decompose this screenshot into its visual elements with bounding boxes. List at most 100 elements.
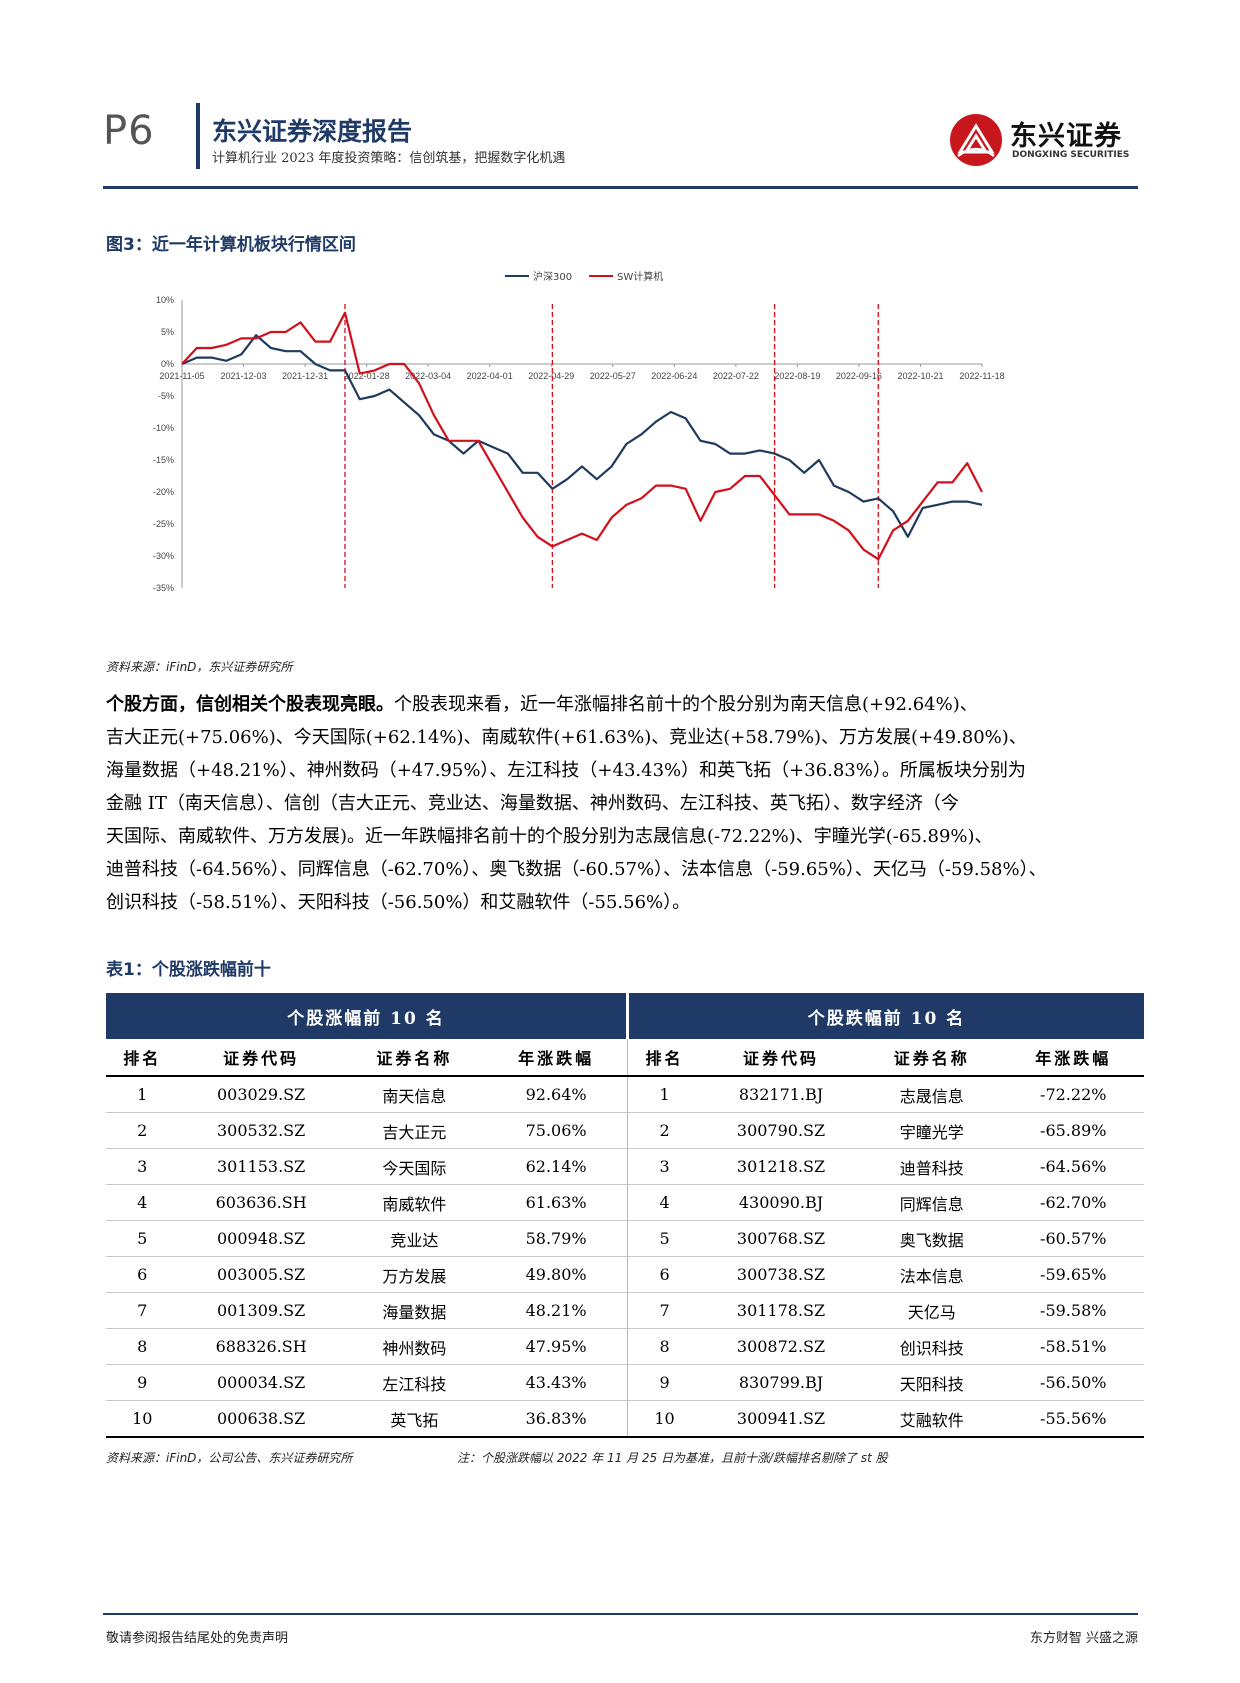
table-cell: 75.06% <box>485 1112 628 1149</box>
table-cell: 300872.SZ <box>701 1328 862 1365</box>
table-cell: 创识科技 <box>861 1328 1003 1365</box>
table-cell: 南天信息 <box>343 1076 486 1113</box>
table-cell: 志晟信息 <box>861 1076 1003 1113</box>
table-cell: 832171.BJ <box>701 1076 862 1113</box>
table-cell: -56.50% <box>1002 1364 1144 1401</box>
table-cell: 300941.SZ <box>701 1400 862 1438</box>
table-cell: 10 <box>627 1400 702 1438</box>
paragraph-lead: 个股方面，信创相关个股表现亮眼。 <box>106 694 394 715</box>
table-cell: 2 <box>106 1112 179 1149</box>
table-cell: 宇瞳光学 <box>861 1112 1003 1149</box>
table-row: 7 001309.SZ 海量数据 48.21% 7 301178.SZ 天亿马 -59.58% <box>106 1292 1144 1329</box>
y-tick-label: 5% <box>161 327 174 337</box>
figure-source: 资料来源：iFinD，东兴证券研究所 <box>106 660 293 674</box>
table-row: 6 003005.SZ 万方发展 49.80% 6 300738.SZ 法本信息 -59.65… <box>106 1256 1144 1293</box>
report-title: 东兴证券深度报告 <box>212 117 413 146</box>
table-cell: 7 <box>627 1292 702 1329</box>
table-cell: 3 <box>106 1148 179 1185</box>
logo-wordmark: 东兴证券 <box>1010 121 1122 152</box>
table-cell: -72.22% <box>1002 1076 1144 1113</box>
table-caption: 表1：个股涨跌幅前十 <box>106 960 271 980</box>
logo-english: DONGXING SECURITIES <box>1012 150 1130 160</box>
x-tick-label: 2022-01-28 <box>344 371 390 381</box>
table-cell: -64.56% <box>1002 1148 1144 1185</box>
stock-table: 个股涨幅前 10 名 个股跌幅前 10 名 排名 证券代码 证券名称 年涨跌幅 … <box>106 993 1144 1438</box>
paragraph-line: 个股表现来看，近一年涨幅排名前十的个股分别为南天信息(+92.64%)、 <box>394 694 978 715</box>
column-header: 证券代码 <box>701 1039 862 1077</box>
paragraph-line: 吉大正元(+75.06%)、今天国际(+62.14%)、南威软件(+61.63%… <box>106 727 1027 748</box>
column-header: 排名 <box>627 1039 702 1077</box>
table-cell: 8 <box>627 1328 702 1365</box>
x-tick-label: 2022-06-24 <box>651 371 697 381</box>
footer-rule <box>103 1613 1138 1615</box>
table-row: 4 603636.SH 南威软件 61.63% 4 430090.BJ 同辉信息 -62.70… <box>106 1184 1144 1221</box>
table-cell: 6 <box>627 1256 702 1293</box>
table-row: 9 000034.SZ 左江科技 43.43% 9 830799.BJ 天阳科技 -56.50… <box>106 1364 1144 1401</box>
table-row: 10 000638.SZ 英飞拓 36.83% 10 300941.SZ 艾融软件 -55.5… <box>106 1400 1144 1438</box>
y-tick-label: -35% <box>153 583 174 593</box>
table-cell: 同辉信息 <box>861 1184 1003 1221</box>
column-header: 证券代码 <box>178 1039 344 1077</box>
table-cell: 000638.SZ <box>178 1400 344 1438</box>
table-row: 5 000948.SZ 竞业达 58.79% 5 300768.SZ 奥飞数据 -60.57% <box>106 1220 1144 1257</box>
table-cell: 奥飞数据 <box>861 1220 1003 1257</box>
table-cell: 10 <box>106 1400 179 1438</box>
table-row: 8 688326.SH 神州数码 47.95% 8 300872.SZ 创识科技 -58.51… <box>106 1328 1144 1365</box>
x-tick-label: 2022-03-04 <box>405 371 451 381</box>
figure-caption: 图3：近一年计算机板块行情区间 <box>106 235 356 255</box>
table-cell: 吉大正元 <box>343 1112 486 1149</box>
table-row: 2 300532.SZ 吉大正元 75.06% 2 300790.SZ 宇瞳光学 -65.89… <box>106 1112 1144 1149</box>
body-paragraph: 个股方面，信创相关个股表现亮眼。个股表现来看，近一年涨幅排名前十的个股分别为南天… <box>106 688 1136 919</box>
report-subtitle: 计算机行业 2023 年度投资策略：信创筑基，把握数字化机遇 <box>212 151 566 166</box>
table-cell: 1 <box>627 1076 702 1113</box>
table-cell: 1 <box>106 1076 179 1113</box>
table-cell: 301218.SZ <box>701 1148 862 1185</box>
series-line <box>181 311 983 561</box>
table-cell: 4 <box>106 1184 179 1221</box>
column-header: 排名 <box>106 1039 179 1077</box>
table-cell: 61.63% <box>485 1184 628 1221</box>
table-cell: 5 <box>627 1220 702 1257</box>
table-cell: 海量数据 <box>343 1292 486 1329</box>
y-tick-label: 0% <box>161 359 174 369</box>
table-cell: -55.56% <box>1002 1400 1144 1438</box>
paragraph-line: 迪普科技（-64.56%）、同辉信息（-62.70%）、奥飞数据（-60.57%… <box>106 859 1047 880</box>
table-cell: 英飞拓 <box>343 1400 486 1438</box>
x-tick-label: 2022-04-29 <box>528 371 574 381</box>
table-cell: 603636.SH <box>178 1184 344 1221</box>
y-tick-label: 10% <box>156 295 174 305</box>
table-cell: 47.95% <box>485 1328 628 1365</box>
table-cell: 48.21% <box>485 1292 628 1329</box>
table-row: 3 301153.SZ 今天国际 62.14% 3 301218.SZ 迪普科技 -64.56… <box>106 1148 1144 1185</box>
table-source: 资料来源：iFinD，公司公告、东兴证券研究所 <box>106 1451 353 1465</box>
column-header: 年涨跌幅 <box>1002 1039 1144 1077</box>
table-cell: 43.43% <box>485 1364 628 1401</box>
x-tick-label: 2021-12-31 <box>282 371 328 381</box>
header-divider <box>196 103 200 169</box>
table-cell: 49.80% <box>485 1256 628 1293</box>
column-header: 年涨跌幅 <box>485 1039 628 1077</box>
table-cell: 300768.SZ <box>701 1220 862 1257</box>
paragraph-line: 金融 IT（南天信息）、信创（吉大正元、竞业达、海量数据、神州数码、左江科技、英… <box>106 793 959 814</box>
footer-slogan: 东方财智 兴盛之源 <box>1029 1631 1138 1646</box>
table-cell: 300738.SZ <box>701 1256 862 1293</box>
table-note: 注：个股涨跌幅以 2022 年 11 月 25 日为基准，且前十涨/跌幅排名剔除… <box>457 1451 888 1465</box>
table-cell: 天阳科技 <box>861 1364 1003 1401</box>
table-cell: 688326.SH <box>178 1328 344 1365</box>
paragraph-line: 海量数据（+48.21%）、神州数码（+47.95%）、左江科技（+43.43%… <box>106 760 1026 781</box>
table-cell: 左江科技 <box>343 1364 486 1401</box>
x-tick-label: 2021-11-05 <box>159 371 204 381</box>
x-tick-label: 2022-11-18 <box>959 371 1004 381</box>
y-tick-label: -10% <box>153 423 174 433</box>
table-cell: 今天国际 <box>343 1148 486 1185</box>
series-line <box>181 334 983 538</box>
table-cell: 竞业达 <box>343 1220 486 1257</box>
table-cell: 3 <box>627 1148 702 1185</box>
table-cell: -65.89% <box>1002 1112 1144 1149</box>
footer-disclaimer: 敬请参阅报告结尾处的免责声明 <box>106 1631 289 1646</box>
legend-label: 沪深300 <box>533 270 572 283</box>
x-tick-label: 2022-04-01 <box>467 371 513 381</box>
line-chart: 10% 5% 0% -5% -10% -15% -20% -25% -30% -35% 2021-1… <box>153 270 1005 593</box>
table-cell: -59.65% <box>1002 1256 1144 1293</box>
table-cell: 000034.SZ <box>178 1364 344 1401</box>
